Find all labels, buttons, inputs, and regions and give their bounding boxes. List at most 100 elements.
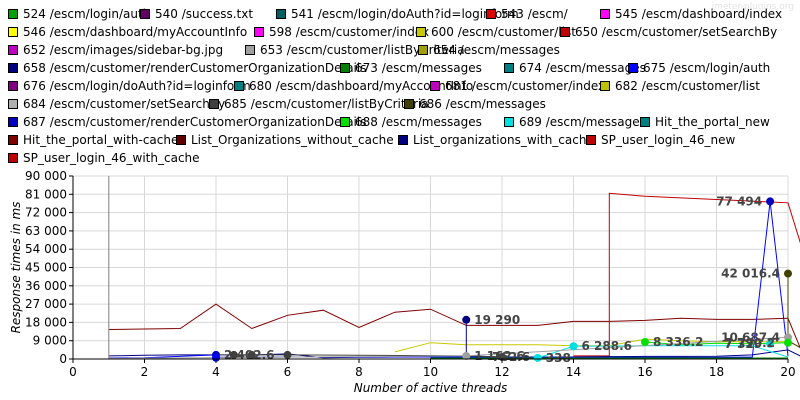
- data-point: [784, 338, 792, 347]
- legend-label: 681 /escm/customer/index: [445, 79, 606, 93]
- y-tick-label: 36 000: [25, 279, 67, 293]
- data-point: [283, 350, 292, 359]
- legend-label: SP_user_login_46_new: [601, 133, 736, 147]
- data-point: [247, 350, 256, 359]
- data-label: 8 336.2: [653, 335, 703, 349]
- data-labels: 77 494 42 016.4 19 290 10 687.4 8 336.2 7 790…: [224, 194, 780, 365]
- legend-swatch: [628, 63, 638, 73]
- legend-label: 652 /escm/images/sidebar-bg.jpg: [23, 43, 224, 57]
- legend-label: 686 /escm/messages: [419, 97, 546, 111]
- legend-label: 684 /escm/customer/setSearchBy: [23, 97, 226, 111]
- legend-swatch: [340, 63, 350, 73]
- data-label: 338: [546, 351, 571, 365]
- data-label: 7 329: [725, 337, 763, 351]
- legend-swatch: [504, 63, 514, 73]
- legend-label: 689 /escm/messages: [519, 115, 646, 129]
- series-markers: [212, 197, 792, 362]
- legend-label: 540 /success.txt: [155, 7, 254, 21]
- y-tick-label: 72 000: [25, 206, 67, 220]
- data-label: 10 687.4: [721, 330, 780, 344]
- legend-swatch: [586, 135, 596, 145]
- legend-label: Hit_the_portal_new: [655, 115, 770, 129]
- legend-swatch: [404, 99, 414, 109]
- y-tick-label: 45 000: [25, 261, 67, 275]
- legend-swatch: [254, 27, 264, 37]
- legend-label: 600 /escm/customer/list: [431, 25, 576, 39]
- legend-label: 687 /escm/customer/renderCustomerOrganiz…: [23, 115, 367, 129]
- legend-swatch: [600, 9, 610, 19]
- legend-swatch: [209, 99, 219, 109]
- legend-swatch: [398, 135, 408, 145]
- data-point: [462, 315, 471, 324]
- x-tick-label: 4: [212, 365, 220, 379]
- legend-swatch: [8, 9, 18, 19]
- legend-label: 543 /escm/: [501, 7, 568, 21]
- legend-label: 541 /escm/login/doAuth?id=loginform: [291, 7, 519, 21]
- data-label: 762.6: [492, 350, 530, 364]
- legend-swatch: [416, 27, 426, 37]
- data-label: 42 016.4: [721, 267, 780, 281]
- x-tick-label: 14: [566, 365, 581, 379]
- legend-label: 676 /escm/login/doAuth?id=loginform: [23, 79, 251, 93]
- series-line: [573, 192, 800, 357]
- x-tick-label: 8: [355, 365, 363, 379]
- x-tick-label: 0: [69, 365, 77, 379]
- legend-swatch: [600, 81, 610, 91]
- legend-swatch: [8, 153, 18, 163]
- legend-swatch: [8, 117, 18, 127]
- legend-label: 654 /escm/messages: [433, 43, 560, 57]
- data-point: [784, 333, 792, 342]
- x-tick-label: 6: [284, 365, 292, 379]
- data-point: [229, 350, 238, 359]
- y-axis-title: Response times in ms: [9, 202, 23, 334]
- legend-label: 680 /escm/dashboard/myAccountInfo: [249, 79, 474, 93]
- legend-swatch: [486, 9, 496, 19]
- data-point: [784, 269, 792, 278]
- data-label: 2 402.6: [224, 348, 274, 362]
- x-tick-label: 20: [780, 365, 795, 379]
- data-point: [766, 197, 775, 206]
- legend-swatch: [8, 99, 18, 109]
- data-point: [533, 353, 542, 362]
- legend-label: 545 /escm/dashboard/index: [615, 7, 783, 21]
- legend-swatch: [640, 117, 650, 127]
- y-tick-label: 54 000: [25, 242, 67, 256]
- legend-label: 658 /escm/customer/renderCustomerOrganiz…: [23, 61, 367, 75]
- axes: 0 9 000 18 000 27 000 36 000 45 000 54 000 63 0…: [25, 169, 796, 379]
- y-tick-label: 90 000: [25, 169, 67, 183]
- legend-label: 524 /escm/login/auth: [23, 7, 151, 21]
- legend-label: Hit_the_portal_with-cache: [23, 133, 179, 147]
- legend-label: 688 /escm/messages: [355, 115, 482, 129]
- x-tick-label: 18: [709, 365, 724, 379]
- legend-swatch: [8, 135, 18, 145]
- legend-swatch: [8, 81, 18, 91]
- legend-swatch: [560, 27, 570, 37]
- legend-label: 675 /escm/login/auth: [643, 61, 771, 75]
- legend-swatch: [176, 135, 186, 145]
- y-tick-label: 9 000: [33, 334, 67, 348]
- y-tick-label: 27 000: [25, 297, 67, 311]
- legend-label: 673 /escm/messages: [355, 61, 482, 75]
- data-point: [462, 351, 471, 360]
- legend-label: 674 /escm/messages: [519, 61, 646, 75]
- legend-label: List_Organizations_without_cache: [191, 133, 394, 147]
- legend-swatch: [8, 63, 18, 73]
- data-point: [212, 353, 220, 362]
- legend-label: 685 /escm/customer/listByCriteria: [224, 97, 429, 111]
- data-label: 19 290: [474, 313, 520, 327]
- legend-swatch: [340, 117, 350, 127]
- legend-swatch: [418, 45, 428, 55]
- watermark: jmeter-plugins.org: [711, 2, 794, 12]
- legend-label: List_organizations_with_cache: [413, 133, 594, 147]
- data-label: 77 494: [716, 194, 762, 208]
- legend-swatch: [245, 45, 255, 55]
- y-tick-label: 81 000: [25, 187, 67, 201]
- y-tick-label: 63 000: [25, 224, 67, 238]
- data-point: [569, 342, 578, 351]
- legend-swatch: [140, 9, 150, 19]
- data-point: [766, 339, 775, 348]
- legend-label: SP_user_login_46_with_cache: [23, 151, 200, 165]
- legend-label: 650 /escm/customer/setSearchBy: [575, 25, 778, 39]
- y-tick-label: 0: [59, 352, 67, 366]
